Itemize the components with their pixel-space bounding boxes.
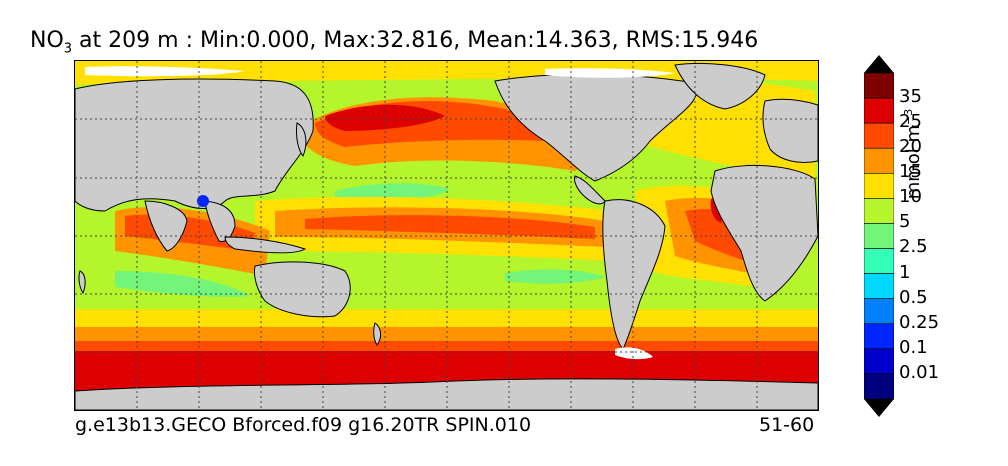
colorbar-label: 0.25 (899, 312, 940, 333)
arctic-ice-east (545, 68, 675, 78)
south-pacific-low-green (505, 269, 605, 284)
title-variable: NO (30, 28, 64, 53)
year-range: 51-60 (759, 414, 815, 436)
case-name: g.e13b13.GECO Bforced.f09 g16.20TR SPIN.… (75, 414, 532, 436)
japan (296, 122, 307, 157)
colorbar-units-main: mmol m (903, 124, 924, 200)
colorbar-swatch (864, 198, 894, 224)
colorbar-extend-max (864, 55, 894, 73)
graticule (75, 61, 818, 410)
madagascar (78, 270, 86, 295)
colorbar-swatch (864, 72, 894, 99)
south-america (602, 199, 666, 350)
indian-ocean-low-green (115, 271, 250, 297)
antarctic-ice-patch (615, 347, 653, 360)
colorbar-swatch (864, 97, 894, 124)
plot-title: NO3 at 209 m : Min:0.000, Max:32.816, Me… (30, 28, 758, 56)
colorbar-units-exponent: −3 (902, 108, 915, 125)
central-america (574, 175, 606, 205)
colorbar-label: 10 (899, 186, 922, 207)
colorbar-swatch (864, 173, 894, 199)
colorbar-swatch (864, 147, 894, 174)
greenland (674, 63, 766, 110)
colorbar-swatch (864, 223, 894, 249)
indonesia (224, 236, 307, 254)
colorbar-swatch (864, 298, 894, 325)
colorbar-swatch (864, 248, 894, 274)
colorbar-label: 20 (899, 136, 922, 157)
colorbar (864, 55, 894, 417)
colorbar-swatch (864, 348, 894, 375)
colorbar-swatch (864, 323, 894, 350)
colorbar-extend-min (864, 399, 894, 417)
colorbar-label: 15 (899, 161, 922, 182)
indian-subcontinent (144, 200, 188, 252)
colorbar-label: 0.5 (899, 287, 928, 308)
new-zealand (373, 322, 382, 346)
europe-west (762, 98, 818, 163)
colorbar-swatch (864, 122, 894, 149)
colorbar-label: 2.5 (899, 236, 928, 257)
colorbar-swatch (864, 373, 894, 400)
title-stats: at 209 m : Min:0.000, Max:32.816, Mean:1… (72, 28, 759, 53)
colorbar-label: 1 (899, 262, 911, 283)
bay-of-bengal-low-spot (197, 195, 209, 207)
colorbar-label: 0.1 (899, 337, 928, 358)
colorbar-swatch (864, 273, 894, 299)
world-map (74, 60, 819, 411)
colorbar-label: 35 (899, 86, 922, 107)
arctic-ice-west (85, 66, 245, 77)
colorbar-units: mmol m−3 (902, 84, 924, 224)
australia (254, 261, 351, 318)
eurasia (75, 78, 314, 212)
colorbar-label: 5 (899, 211, 911, 232)
africa (710, 164, 818, 302)
north-pacific-low-green (335, 183, 450, 201)
colorbar-label: 0.01 (899, 362, 940, 383)
ice-patches (85, 66, 675, 360)
title-variable-subscript: 3 (63, 41, 73, 57)
colorbar-label: 25 (899, 111, 922, 132)
equatorial-pacific-darkorange (305, 215, 595, 239)
